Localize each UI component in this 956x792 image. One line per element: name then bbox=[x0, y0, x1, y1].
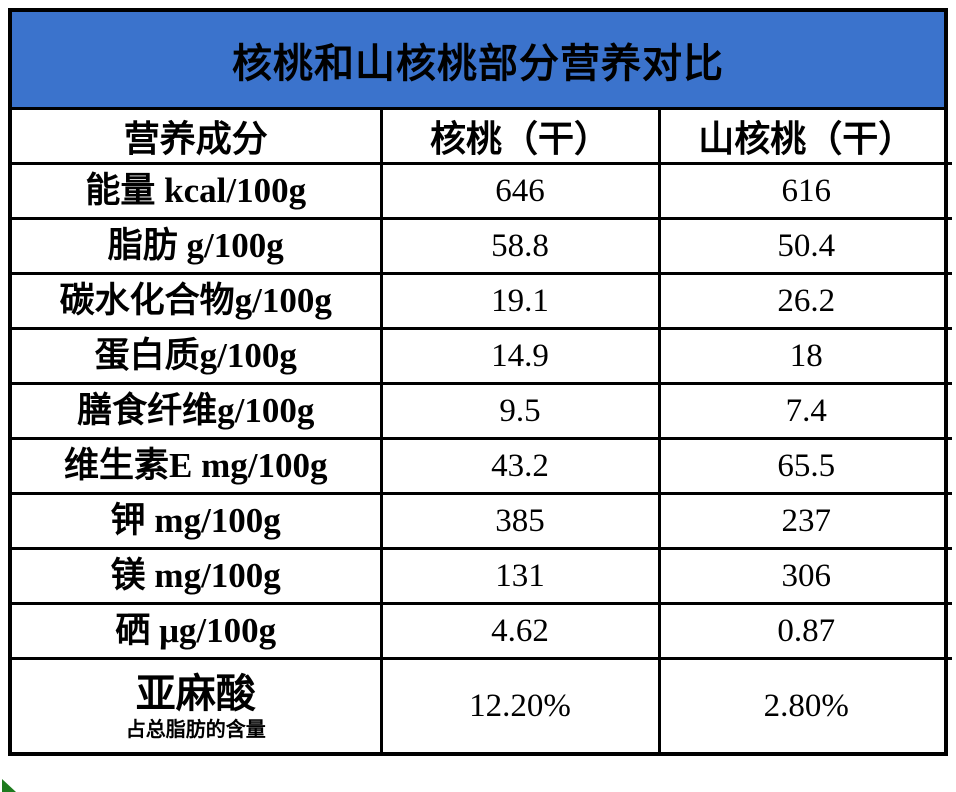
nutrient-label-cell: 亚麻酸占总脂肪的含量 bbox=[10, 657, 383, 754]
corner-artifact-green-triangle bbox=[2, 779, 16, 792]
table-row: 维生素E mg/100g 43.2 65.5 bbox=[10, 437, 954, 495]
table-row: 硒 μg/100g 4.62 0.87 bbox=[10, 602, 954, 660]
nutrient-label-cell: 脂肪 g/100g bbox=[10, 217, 383, 275]
table-row: 脂肪 g/100g 58.8 50.4 bbox=[10, 217, 954, 275]
walnut-value-cell: 58.8 bbox=[379, 217, 661, 275]
walnut-value-cell: 43.2 bbox=[379, 437, 661, 495]
table-row: 能量 kcal/100g 646 616 bbox=[10, 162, 954, 220]
pecan-value-cell: 26.2 bbox=[657, 272, 954, 330]
nutrient-label-cell: 维生素E mg/100g bbox=[10, 437, 383, 495]
nutrient-label: 能量 kcal/100g bbox=[85, 170, 307, 210]
col-header-walnut: 核桃（干） bbox=[379, 108, 661, 165]
nutrient-label: 钾 mg/100g bbox=[110, 500, 281, 540]
walnut-value-cell: 4.62 bbox=[379, 602, 661, 660]
nutrient-label: 硒 μg/100g bbox=[115, 610, 277, 650]
table-title-bar: 核桃和山核桃部分营养对比 bbox=[12, 12, 944, 110]
pecan-value-cell: 0.87 bbox=[657, 602, 954, 660]
walnut-value-cell: 385 bbox=[379, 492, 661, 550]
nutrient-sublabel: 占总脂肪的含量 bbox=[125, 719, 266, 741]
nutrient-label: 蛋白质g/100g bbox=[94, 335, 297, 375]
table-body: 能量 kcal/100g 646 616 脂肪 g/100g 58.8 50.4 碳水化合物… bbox=[10, 162, 954, 754]
pecan-value-cell: 18 bbox=[657, 327, 954, 385]
table-row: 亚麻酸 占总脂肪的含量 12.20% 2.80% bbox=[10, 657, 954, 754]
comparison-table: 营养成分 核桃（干） 山核桃（干） 能量 kcal/100g 646 616 脂肪 g… bbox=[10, 108, 954, 754]
table-row: 碳水化合物g/100g 19.1 26.2 bbox=[10, 272, 954, 330]
table-row: 镁 mg/100g 131 306 bbox=[10, 547, 954, 605]
nutrient-label-cell: 硒 μg/100g bbox=[10, 602, 383, 660]
pecan-value-cell: 306 bbox=[657, 547, 954, 605]
pecan-value-cell: 616 bbox=[657, 162, 954, 220]
pecan-value-cell: 237 bbox=[657, 492, 954, 550]
walnut-value-cell: 19.1 bbox=[379, 272, 661, 330]
nutrient-label-cell: 钾 mg/100g bbox=[10, 492, 383, 550]
header-row: 营养成分 核桃（干） 山核桃（干） bbox=[10, 108, 954, 165]
nutrient-label-cell: 膳食纤维g/100g bbox=[10, 382, 383, 440]
pecan-value-cell: 7.4 bbox=[657, 382, 954, 440]
nutrient-label: 碳水化合物g/100g bbox=[59, 280, 332, 320]
nutrient-label: 亚麻酸 bbox=[135, 671, 256, 716]
nutrient-label-cell: 碳水化合物g/100g bbox=[10, 272, 383, 330]
pecan-value-cell: 65.5 bbox=[657, 437, 954, 495]
table-row: 钾 mg/100g 385 237 bbox=[10, 492, 954, 550]
walnut-value-cell: 9.5 bbox=[379, 382, 661, 440]
col-header-nutrient: 营养成分 bbox=[10, 108, 383, 165]
nutrient-label: 膳食纤维g/100g bbox=[77, 390, 315, 430]
pecan-value-cell: 50.4 bbox=[657, 217, 954, 275]
nutrient-label: 镁 mg/100g bbox=[110, 555, 281, 595]
col-header-pecan: 山核桃（干） bbox=[657, 108, 954, 165]
table-row: 蛋白质g/100g 14.9 18 bbox=[10, 327, 954, 385]
walnut-value-cell: 14.9 bbox=[379, 327, 661, 385]
table-title: 核桃和山核桃部分营养对比 bbox=[232, 40, 724, 86]
table-row: 膳食纤维g/100g 9.5 7.4 bbox=[10, 382, 954, 440]
nutrient-label: 脂肪 g/100g bbox=[107, 225, 284, 265]
nutrient-label-cell: 蛋白质g/100g bbox=[10, 327, 383, 385]
nutrient-label: 维生素E mg/100g bbox=[64, 445, 328, 485]
walnut-value-cell: 12.20% bbox=[379, 657, 661, 754]
nutrient-label-cell: 镁 mg/100g bbox=[10, 547, 383, 605]
nutrient-label-cell: 能量 kcal/100g bbox=[10, 162, 383, 220]
nutrition-comparison-table: 核桃和山核桃部分营养对比 营养成分 核桃（干） 山核桃（干） 能量 kcal/1… bbox=[8, 8, 954, 756]
walnut-value-cell: 646 bbox=[379, 162, 661, 220]
pecan-value-cell: 2.80% bbox=[657, 657, 954, 754]
walnut-value-cell: 131 bbox=[379, 547, 661, 605]
